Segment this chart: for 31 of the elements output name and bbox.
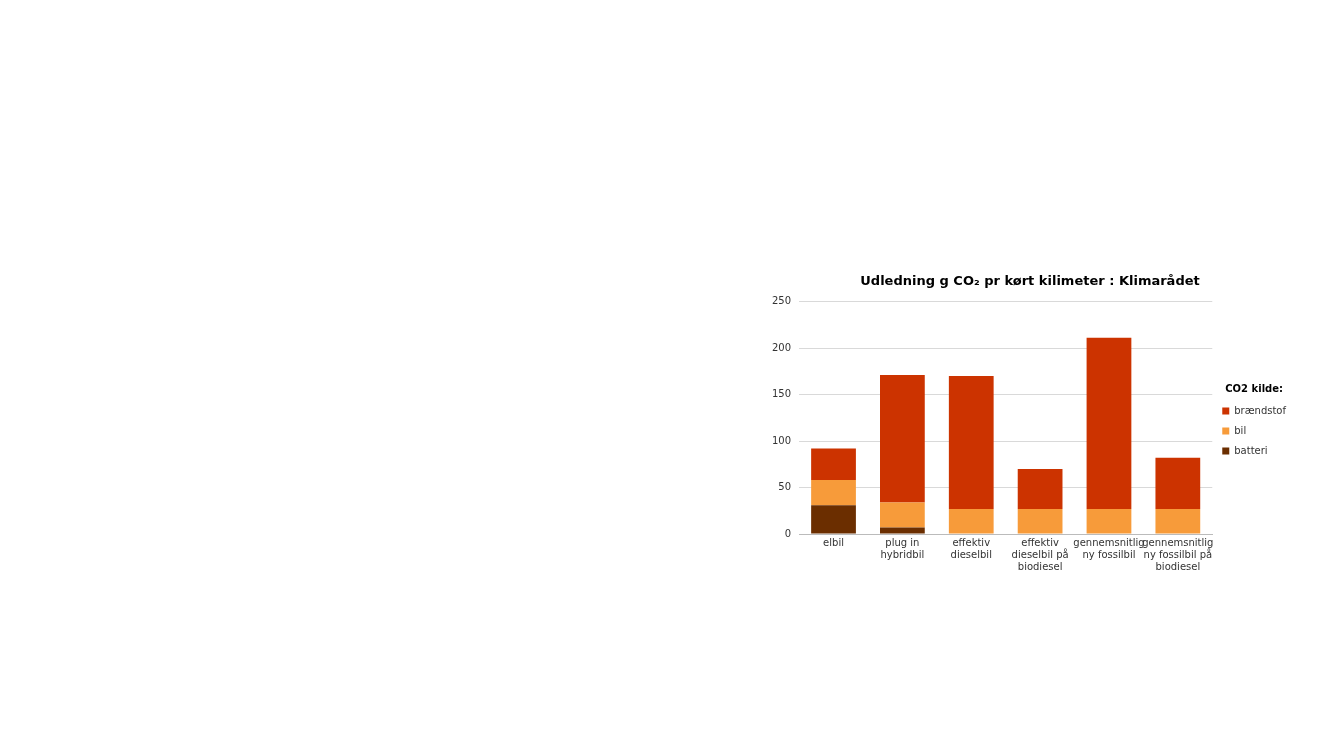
bar (1017, 508, 1063, 534)
legend-label: batteri (1234, 444, 1268, 456)
y-tick-label: 200 (771, 341, 792, 353)
bar (1155, 457, 1201, 509)
y-tick-label: 250 (771, 295, 792, 307)
bar (880, 375, 925, 503)
legend-label: bil (1234, 424, 1247, 436)
y-tick-label: 100 (771, 434, 792, 446)
legend-label: brændstof (1234, 404, 1287, 416)
bar (948, 508, 994, 534)
x-tick-label: effektiv dieselbil (950, 536, 992, 560)
bar (1086, 508, 1132, 534)
bar (1086, 337, 1132, 509)
x-tick-label: effektiv dieselbil på biodiesel (1011, 536, 1069, 572)
x-tick-label: gennemsnitlig ny fossilbil på biodiesel (1142, 536, 1214, 572)
bar (811, 480, 856, 506)
bar (1155, 508, 1201, 534)
chart-title: Udledning g CO₂ pr kørt kilimeter : Klimarådet (860, 273, 1200, 289)
bar (880, 502, 925, 528)
bar (811, 448, 856, 481)
legend-title: CO2 kilde: (1225, 382, 1283, 394)
y-tick-label: 150 (771, 388, 792, 400)
bar (880, 527, 925, 534)
x-tick-label: elbil (823, 536, 844, 548)
x-tick-label: gennemsnitlig ny fossilbil (1073, 536, 1145, 560)
y-tick-label: 50 (778, 481, 792, 493)
x-tick-label: plug in hybridbil (880, 536, 925, 560)
y-tick-label: 0 (784, 527, 792, 539)
bar (948, 375, 994, 509)
bar (811, 505, 856, 534)
bar (1017, 468, 1063, 509)
